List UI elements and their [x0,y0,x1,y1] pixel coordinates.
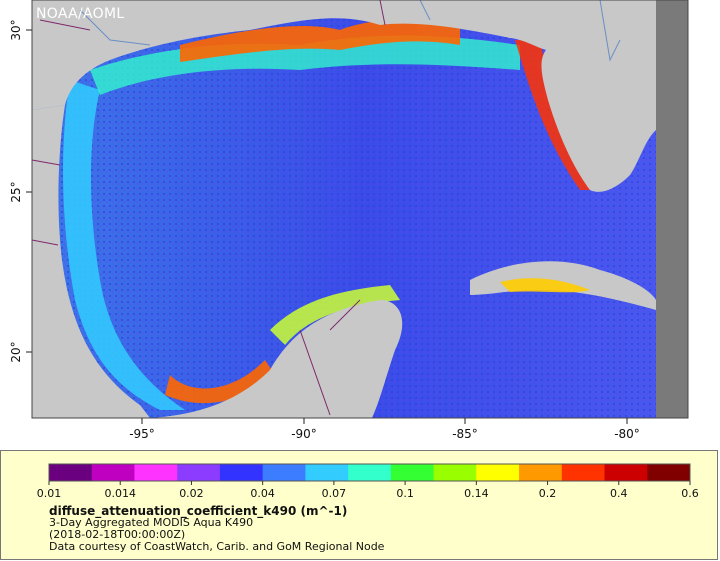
colorbar-swatch [49,464,93,481]
colorbar-border [48,463,691,482]
colorbar-tick-label: 0.14 [464,487,489,500]
lon-tick-label: -90° [291,427,317,441]
colorbar-swatch [91,464,135,481]
colorbar-swatch [476,464,520,481]
coastal-turbidity-west [63,80,185,410]
border-lines [31,0,386,416]
land-cuba-coast [500,278,590,293]
colorbar-ticks: 0.01 0.014 0.02 0.04 0.07 0.1 0.14 0.2 0.4 0.6 [37,481,699,500]
colorbar-swatch [561,464,606,481]
river-lines [79,0,621,62]
latitude-axis: 30° 25° 20° [9,19,32,363]
legend-source: Data courtesy of CoastWatch, Carib. and … [49,540,385,553]
colorbar-tick-label: 0.1 [396,487,414,500]
colorbar-tick-label: 0.4 [610,487,628,500]
lon-tick-label: -80° [614,427,640,441]
map-canvas[interactable]: -95° -90° -85° -80° 30° 25° 20° [0,0,720,450]
lat-tick-label: 25° [9,181,23,202]
colorbar-tick-label: 0.07 [322,487,347,500]
lon-tick-label: -95° [129,427,155,441]
colorbar-tick-label: 0.2 [539,487,557,500]
credit-label: NOAA/AOML [36,6,125,22]
legend-description: 3-Day Aggregated MODIS Aqua K490 [49,516,254,529]
land-mexico-west [32,105,150,418]
longitude-axis: -95° -90° -85° -80° [129,418,640,441]
colorbar-swatch [647,464,691,481]
coastal-highturbidity-north [180,19,460,63]
colorbar-swatch [348,464,392,481]
map-area [31,0,689,419]
colorbar: 0.01 0.014 0.02 0.04 0.07 0.1 0.14 0.2 0.4 0.6 [37,463,699,500]
lon-tick-label: -85° [452,427,478,441]
legend-text: diffuse_attenuation_coefficient_k490 (m^… [49,505,384,553]
legend-panel: 0.01 0.014 0.02 0.04 0.07 0.1 0.14 0.2 0.4 0.6 di… [0,450,718,560]
land-yucatan [150,300,403,418]
colorbar-tick-label: 0.02 [179,487,204,500]
map-frame: -95° -90° -85° -80° 30° 25° 20° NOAA/AOML [0,0,720,450]
map-border [31,0,689,419]
colorbar-swatch [177,464,221,481]
lat-tick-label: 20° [9,341,23,362]
colorbar-swatch [219,464,264,481]
colorbar-swatch [390,464,435,481]
colorbar-swatch [604,464,648,481]
colorbar-tick-label: 0.01 [37,487,62,500]
land-florida [541,0,656,192]
coastal-turbidity-yucatan [270,285,400,345]
colorbar-swatch [519,464,563,481]
land-us-gulf-coast [32,0,560,110]
colorbar-swatch [305,464,349,481]
legend-date: (2018-02-18T00:00:00Z) [49,528,186,541]
colorbar-tick-label: 0.04 [250,487,275,500]
lat-tick-label: 30° [9,19,23,40]
colorbar-swatch [134,464,178,481]
nodata-strip [656,0,688,418]
colorbar-swatch [433,464,477,481]
colorbar-tick-label: 0.6 [681,487,699,500]
legend-variable: diffuse_attenuation_coefficient_k490 (m^… [49,504,348,518]
colorbar-tick-label: 0.014 [104,487,136,500]
colorbar-swatch [262,464,306,481]
colorbar-segments [48,463,691,482]
